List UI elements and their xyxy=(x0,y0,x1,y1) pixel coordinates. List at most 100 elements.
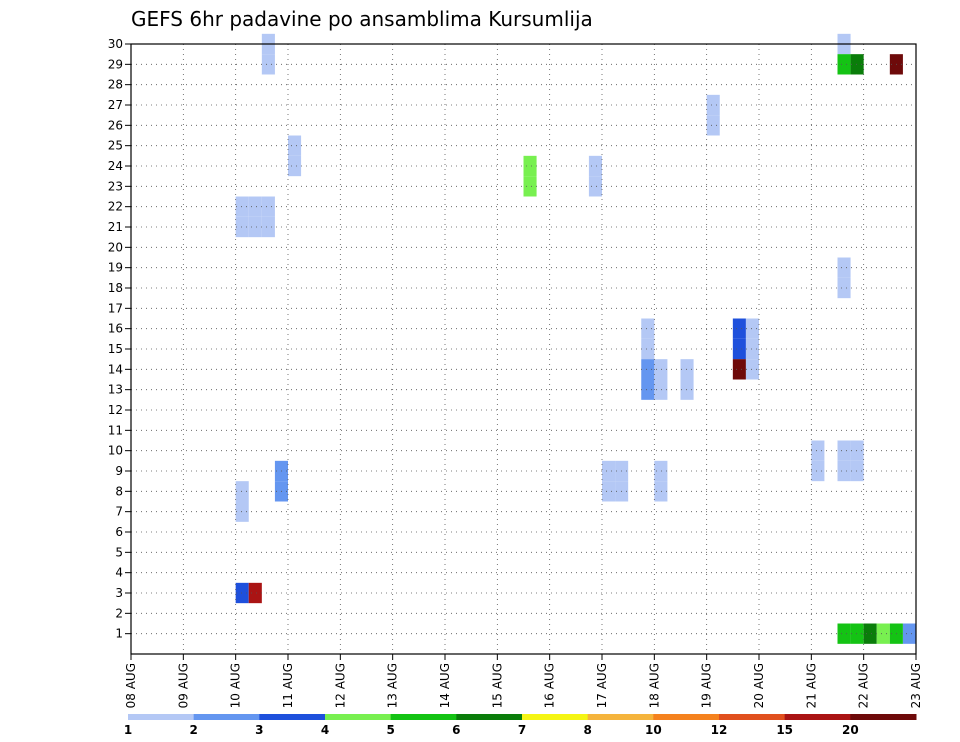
cell-m10-37 xyxy=(811,440,825,461)
y-tick-20: 20 xyxy=(108,240,123,254)
cell-m8-44 xyxy=(602,481,616,502)
legend-swatch-9 xyxy=(719,714,786,720)
cell-m21-17 xyxy=(235,216,249,238)
cell-m13-34 xyxy=(680,379,694,400)
y-tick-27: 27 xyxy=(108,98,123,112)
y-tick-12: 12 xyxy=(108,403,123,417)
legend-swatch-0 xyxy=(128,714,195,720)
cell-m22-16 xyxy=(261,196,275,217)
cells-layer xyxy=(235,33,916,644)
legend-label-1: 2 xyxy=(189,723,197,737)
y-tick-15: 15 xyxy=(108,342,123,356)
y-tick-30: 30 xyxy=(108,37,123,51)
legend-swatch-5 xyxy=(456,714,523,720)
cell-m15-27 xyxy=(745,338,759,360)
cell-m1-54 xyxy=(837,623,851,644)
cell-m9-46 xyxy=(602,460,616,482)
cell-m22-15 xyxy=(248,196,262,217)
cell-m23-13 xyxy=(588,176,602,197)
x-axis: 08 AUG 09 AUG 10 AUG 11 AUG 12 AUG 13 AUG 14 A… xyxy=(124,654,923,708)
y-axis: 1234567891011121314151617181920212223242… xyxy=(108,37,131,641)
x-tick-1: 09 AUG xyxy=(176,663,190,708)
cell-m1-57 xyxy=(876,623,890,644)
cell-m1-55 xyxy=(850,623,864,644)
legend-swatch-10 xyxy=(784,714,851,720)
cell-m16-22 xyxy=(641,318,655,339)
cell-m15-23 xyxy=(641,338,655,360)
x-tick-9: 17 AUG xyxy=(595,663,609,708)
y-tick-26: 26 xyxy=(108,118,123,132)
cell-m13-31 xyxy=(654,379,668,400)
y-tick-7: 7 xyxy=(115,505,123,519)
cell-m16-26 xyxy=(745,318,759,339)
x-tick-3: 11 AUG xyxy=(281,663,295,708)
y-tick-13: 13 xyxy=(108,383,123,397)
legend-label-8: 10 xyxy=(645,723,662,737)
cell-m9-38 xyxy=(837,460,851,482)
cell-m22-14 xyxy=(235,196,249,217)
y-tick-28: 28 xyxy=(108,78,123,92)
cell-m14-33 xyxy=(654,359,668,380)
y-tick-19: 19 xyxy=(108,261,123,275)
cell-m14-32 xyxy=(641,359,655,380)
legend-swatch-7 xyxy=(587,714,654,720)
y-tick-10: 10 xyxy=(108,444,123,458)
legend: 1 2 3 4 5 6 7 8 10 12 15 20 xyxy=(124,714,917,737)
cell-m23-11 xyxy=(523,176,537,197)
cell-m9-39 xyxy=(850,460,864,482)
legend-swatch-6 xyxy=(522,714,589,720)
y-tick-25: 25 xyxy=(108,139,123,153)
legend-swatch-1 xyxy=(193,714,260,720)
cell-m9-36 xyxy=(811,460,825,482)
legend-swatch-8 xyxy=(653,714,720,720)
cell-m14-29 xyxy=(745,359,759,380)
x-tick-5: 13 AUG xyxy=(386,663,400,708)
x-tick-10: 18 AUG xyxy=(647,663,661,708)
cell-m3-52 xyxy=(235,582,249,604)
cell-m24-10 xyxy=(523,155,537,177)
legend-label-7: 8 xyxy=(583,723,591,737)
cell-m7-50 xyxy=(235,501,249,522)
legend-label-9: 12 xyxy=(711,723,728,737)
cell-m14-28 xyxy=(732,359,746,380)
cell-m10-40 xyxy=(837,440,851,461)
y-tick-29: 29 xyxy=(108,57,123,71)
plot-frame xyxy=(130,43,917,655)
legend-label-0: 1 xyxy=(124,723,132,737)
legend-label-3: 4 xyxy=(321,723,329,737)
cell-m16-24 xyxy=(732,318,746,339)
cell-m3-53 xyxy=(248,582,262,604)
cell-m21-18 xyxy=(248,216,262,238)
legend-label-4: 5 xyxy=(386,723,394,737)
legend-label-10: 15 xyxy=(776,723,793,737)
y-tick-24: 24 xyxy=(108,159,123,173)
cell-m14-35 xyxy=(680,359,694,380)
y-tick-6: 6 xyxy=(115,525,123,539)
cell-m29-3 xyxy=(837,54,851,75)
y-tick-4: 4 xyxy=(115,566,123,580)
legend-swatch-4 xyxy=(390,714,457,720)
cell-m9-49 xyxy=(654,460,668,482)
legend-swatch-2 xyxy=(259,714,326,720)
x-tick-11: 19 AUG xyxy=(700,663,714,708)
cell-m15-25 xyxy=(732,338,746,360)
x-tick-12: 20 AUG xyxy=(752,663,766,708)
y-tick-22: 22 xyxy=(108,200,123,214)
legend-label-2: 3 xyxy=(255,723,263,737)
y-tick-18: 18 xyxy=(108,281,123,295)
cell-m8-51 xyxy=(235,481,249,502)
x-tick-14: 22 AUG xyxy=(857,663,871,708)
x-tick-8: 16 AUG xyxy=(543,663,557,708)
cell-m1-59 xyxy=(902,623,916,644)
legend-label-11: 20 xyxy=(842,723,859,737)
x-tick-13: 21 AUG xyxy=(804,663,818,708)
y-tick-2: 2 xyxy=(115,606,123,620)
cell-m27-6 xyxy=(706,94,720,116)
y-tick-16: 16 xyxy=(108,322,123,336)
cell-m24-9 xyxy=(288,155,302,177)
cell-m21-19 xyxy=(261,216,275,238)
cell-m25-8 xyxy=(288,135,302,156)
y-tick-14: 14 xyxy=(108,362,123,376)
y-tick-11: 11 xyxy=(108,423,123,437)
